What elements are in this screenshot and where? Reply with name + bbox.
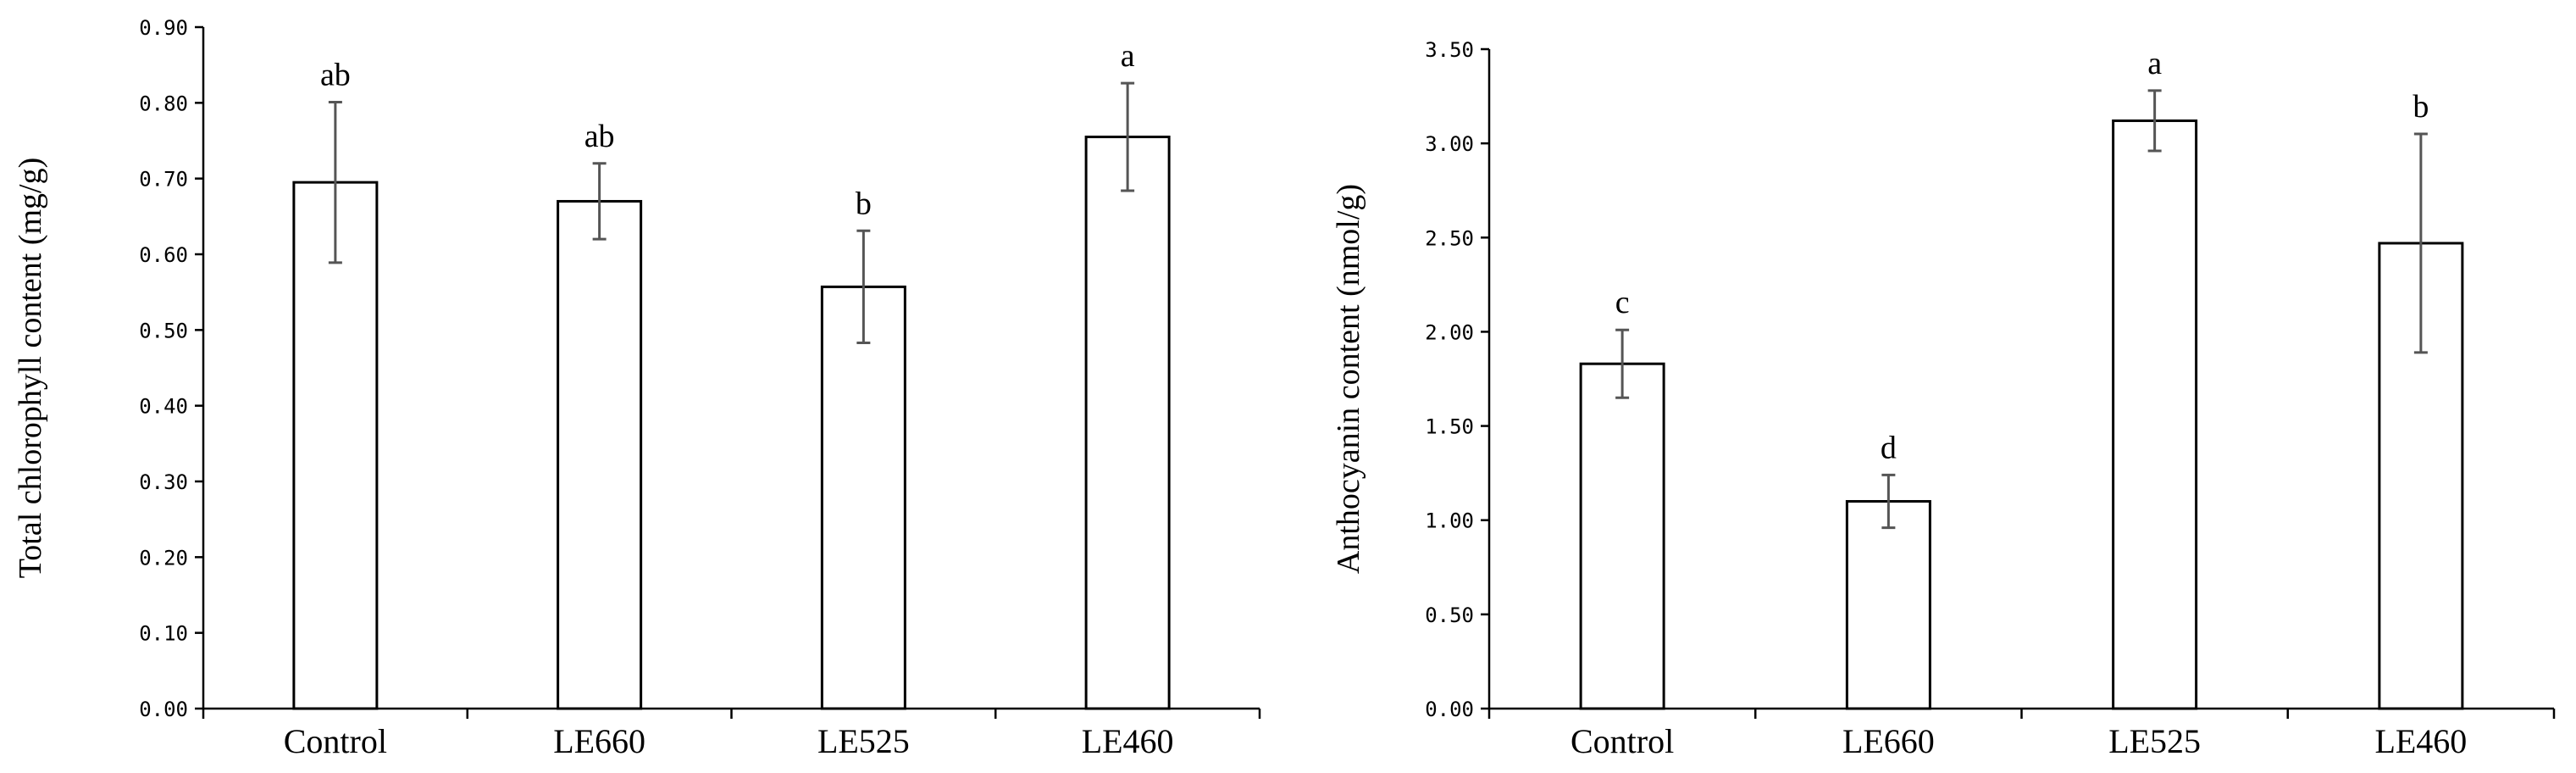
x-tick-label: LE660 <box>1842 722 1935 760</box>
significance-letter: c <box>1615 285 1630 320</box>
y-tick-label: 3.50 <box>1425 38 1474 62</box>
anthocyanin-chart: 0.00 0.50 1.00 1.50 2.00 2.50 3.00 3.50 c Control… <box>1331 38 2556 760</box>
bar-le660 <box>557 199 643 710</box>
y-tick-label: 0.30 <box>139 470 188 494</box>
bar-le525 <box>2112 119 2198 710</box>
y-tick-label: 3.00 <box>1425 132 1474 156</box>
y-tick-label: 0.20 <box>139 546 188 570</box>
y-tick-label: 2.50 <box>1425 226 1474 250</box>
y-tick-label: 1.00 <box>1425 509 1474 533</box>
significance-letter: a <box>1121 38 1135 74</box>
y-tick-label: 0.60 <box>139 243 188 267</box>
y-axis-title: Anthocyanin content (nmol/g) <box>1331 184 1366 574</box>
x-tick-label: LE460 <box>2374 722 2467 760</box>
significance-letter: ab <box>584 119 615 154</box>
significance-letter: d <box>1881 430 1897 465</box>
x-tick-label: Control <box>284 722 387 760</box>
y-tick-label: 1.50 <box>1425 415 1474 439</box>
y-tick-label: 0.90 <box>139 16 188 40</box>
y-tick-label: 0.10 <box>139 622 188 646</box>
bar-control <box>1579 362 1665 710</box>
y-tick-label: 0.40 <box>139 395 188 419</box>
y-tick-label: 0.70 <box>139 168 188 192</box>
y-tick-label: 0.00 <box>139 698 188 721</box>
bar-le660 <box>1845 499 1931 710</box>
x-tick-label: LE525 <box>2108 722 2201 760</box>
x-tick-label: LE460 <box>1082 722 1174 760</box>
y-tick-label: 0.50 <box>139 319 188 342</box>
y-tick-label: 0.00 <box>1425 698 1474 721</box>
x-tick-label: LE525 <box>817 722 910 760</box>
bar-le525 <box>820 285 906 710</box>
y-tick-label: 0.80 <box>139 92 188 115</box>
significance-letter: ab <box>320 57 351 92</box>
y-tick-label: 0.50 <box>1425 603 1474 627</box>
bar-le460 <box>1084 136 1171 710</box>
y-tick-label: 2.00 <box>1425 320 1474 344</box>
y-axis-title: Total chlorophyll content (mg/g) <box>13 158 48 579</box>
x-tick-label: LE660 <box>553 722 645 760</box>
x-tick-label: Control <box>1571 722 1674 760</box>
chlorophyll-chart: 0.00 0.10 0.20 0.30 0.40 0.50 0.60 0.70 0.80 0.90… <box>13 16 1261 760</box>
bar-control <box>292 181 379 710</box>
significance-letter: a <box>2147 46 2162 81</box>
significance-letter: b <box>2413 89 2429 125</box>
significance-letter: b <box>856 186 872 221</box>
